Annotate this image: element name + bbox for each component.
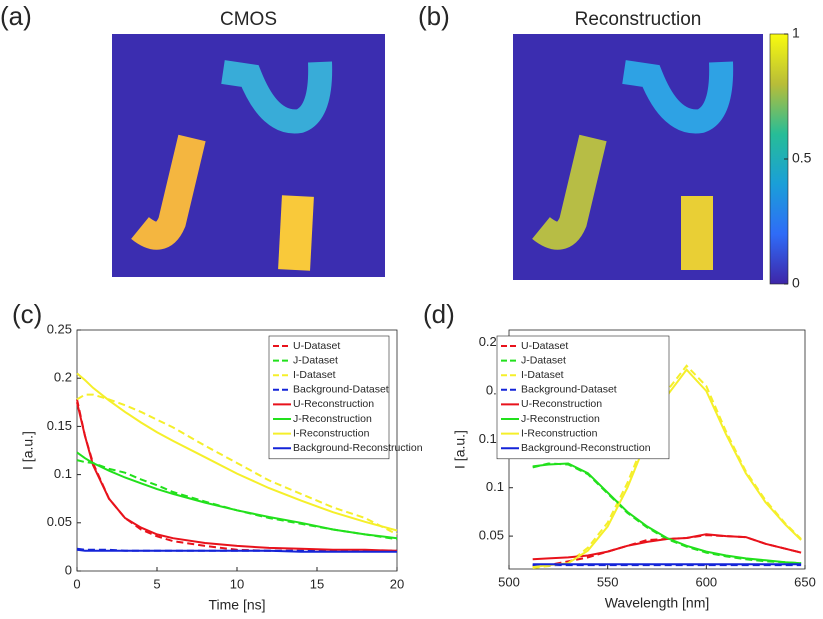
legend-label: U-Reconstruction — [293, 398, 374, 410]
legend-label: Background-Dataset — [293, 384, 389, 396]
y-axis-label: I [a.u.] — [20, 431, 36, 470]
legend-label: J-Reconstruction — [293, 413, 372, 425]
x-axis-label: Time [ns] — [208, 597, 265, 613]
y-tick-label: 0.05 — [47, 514, 72, 529]
legend-label: J-Dataset — [521, 354, 566, 366]
x-tick-label: 20 — [390, 576, 404, 591]
y-tick-label: 0.15 — [47, 418, 72, 433]
x-tick-label: 550 — [597, 574, 619, 589]
legend-label: Background-Reconstruction — [521, 442, 651, 454]
colorbar-tick-label: 0.5 — [792, 150, 812, 166]
x-tick-label: 5 — [153, 576, 160, 591]
y-tick-label: 0.1 — [486, 479, 504, 494]
x-tick-label: 500 — [498, 574, 520, 589]
panel-label: (a) — [0, 1, 32, 31]
legend-label: U-Dataset — [293, 340, 340, 352]
legend-label: Background-Dataset — [521, 384, 617, 396]
panel-label: (d) — [423, 299, 455, 329]
figure: (a) CMOS (b) Reconstruction 0 0.5 1 (c) 0 5 10 15 20… — [0, 0, 823, 619]
panel-label: (c) — [12, 299, 42, 329]
x-tick-label: 0 — [73, 576, 80, 591]
y-tick-label: 0.25 — [47, 321, 72, 336]
colorbar-tick-label: 1 — [792, 25, 800, 41]
y-tick-label: 0.05 — [479, 528, 504, 543]
chart-title: CMOS — [220, 9, 277, 30]
legend-label: I-Reconstruction — [521, 427, 598, 439]
x-axis-label: Wavelength [nm] — [605, 595, 710, 611]
legend-label: J-Reconstruction — [521, 413, 600, 425]
colorbar-tick-label: 0 — [792, 275, 800, 291]
chart-title: Reconstruction — [575, 9, 702, 30]
legend-label: U-Reconstruction — [521, 398, 602, 410]
image-b — [513, 34, 763, 280]
image-a — [112, 34, 385, 277]
legend-label: J-Dataset — [293, 354, 338, 366]
legend-label: I-Reconstruction — [293, 427, 370, 439]
y-tick-label: 0.2 — [54, 370, 72, 385]
x-tick-label: 10 — [230, 576, 244, 591]
y-tick-label: 0 — [65, 562, 72, 577]
x-tick-label: 15 — [310, 576, 324, 591]
y-axis-label: I [a.u.] — [452, 430, 468, 469]
x-tick-label: 600 — [695, 574, 717, 589]
panel-label: (b) — [418, 1, 450, 31]
letter-i — [681, 196, 713, 270]
legend-label: U-Dataset — [521, 340, 568, 352]
letter-i — [278, 195, 314, 271]
legend-label: I-Dataset — [293, 369, 336, 381]
y-tick-label: 0.1 — [54, 466, 72, 481]
x-tick-label: 650 — [794, 574, 816, 589]
legend-label: I-Dataset — [521, 369, 564, 381]
legend-label: Background-Reconstruction — [293, 442, 423, 454]
